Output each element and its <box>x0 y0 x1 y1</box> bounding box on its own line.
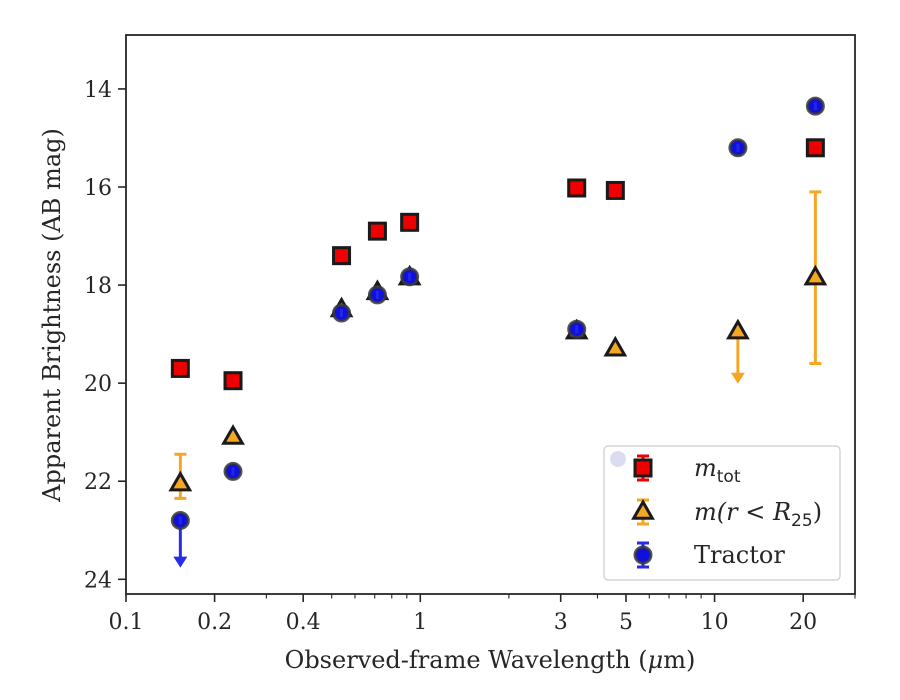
x-tick-label: 0.4 <box>286 610 321 635</box>
x-axis-title-mu: μ <box>648 646 664 674</box>
y-tick-label: 18 <box>84 274 112 299</box>
legend-marker-m_r25 <box>631 498 655 520</box>
legend-subscript: tot <box>717 467 741 487</box>
tractor-point-errbar <box>408 272 412 281</box>
tractor-point-errbar <box>813 102 817 111</box>
legend-marker-mtot <box>633 458 653 478</box>
legend-box <box>603 445 841 581</box>
x-tick-label: 3 <box>554 610 568 635</box>
y-tick-label: 16 <box>84 176 112 201</box>
m_r25-point <box>803 264 828 286</box>
legend-label-mtot: mtot <box>694 454 741 487</box>
legend-math: m <box>694 454 717 482</box>
data-marks <box>168 96 828 568</box>
legend-occluded-point <box>610 451 626 467</box>
y-tick-label: 14 <box>84 78 112 103</box>
tractor-point-errbar <box>575 325 579 334</box>
legend-item-tractor: Tractor <box>633 541 785 569</box>
legend-item-m_r25: m(r < R25) <box>631 498 822 531</box>
tractor-point-errbar <box>231 467 235 476</box>
upper-limit-arrowhead <box>173 556 188 568</box>
legend-math: ) <box>813 498 822 526</box>
x-axis-title: Observed-frame Wavelength (μm) <box>285 646 696 674</box>
tractor-point-errbar <box>178 516 182 525</box>
tractor-point-errbar <box>375 290 379 299</box>
series-mtot <box>170 138 825 391</box>
m_r25-point <box>725 318 750 340</box>
x-tick-label: 0.1 <box>109 610 144 635</box>
mtot-point <box>400 212 420 232</box>
x-tick-label: 5 <box>619 610 633 635</box>
y-tick-label: 22 <box>84 470 112 495</box>
m_r25-point <box>168 470 193 492</box>
m_r25-point <box>603 335 628 357</box>
mtot-point <box>567 178 587 198</box>
mtot-point <box>223 371 243 391</box>
y-tick-label: 20 <box>84 372 112 397</box>
x-tick-label: 20 <box>789 610 817 635</box>
legend-math: m <box>694 498 717 526</box>
legend-subscript: 25 <box>791 511 813 531</box>
series-tractor <box>170 96 825 568</box>
legend-label-tractor: Tractor <box>694 541 785 569</box>
legend-marker-tractor <box>633 545 653 565</box>
tractor-point-errbar <box>340 309 344 318</box>
x-tick-label: 1 <box>413 610 427 635</box>
mtot-point <box>332 246 352 266</box>
x-tick-label: 0.2 <box>197 610 232 635</box>
upper-limit-arrowhead <box>730 372 745 384</box>
x-axis-title-end: m) <box>663 646 695 674</box>
plot-frame <box>125 34 856 595</box>
m_r25-point <box>221 424 245 445</box>
tractor-point-errbar <box>736 143 740 152</box>
mtot-point <box>170 358 190 378</box>
y-axis-title: Apparent Brightness (AB mag) <box>38 128 66 503</box>
legend-label-m_r25: m(r < R25) <box>694 498 822 531</box>
mtot-point <box>367 221 387 241</box>
tick-layer: 0.1 0.2 0.4 1 3 5 10 20 14 16 18 20 22 24 <box>84 78 856 635</box>
x-axis-title-text: Observed-frame Wavelength ( <box>285 646 648 674</box>
legend-math: (r < R <box>717 498 791 526</box>
legend-item-mtot: mtot <box>633 454 741 487</box>
x-tick-label: 10 <box>701 610 729 635</box>
mtot-point <box>805 138 825 158</box>
y-tick-label: 24 <box>84 568 112 593</box>
mtot-point <box>605 180 625 200</box>
